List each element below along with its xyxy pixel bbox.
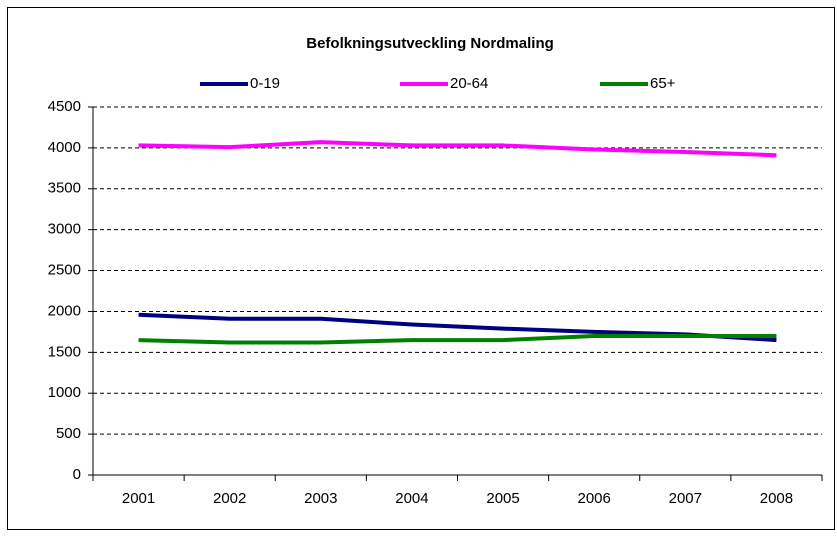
legend-label: 20-64 — [450, 75, 488, 92]
x-tick-label: 2001 — [122, 490, 155, 507]
series-line — [138, 312, 777, 343]
y-tick-label: 3000 — [48, 221, 81, 238]
y-tick-label: 4000 — [48, 139, 81, 156]
chart-title: Befolkningsutveckling Nordmaling — [306, 35, 554, 52]
y-tick-label: 3500 — [48, 180, 81, 197]
x-tick-label: 2005 — [486, 490, 519, 507]
x-tick-label: 2006 — [578, 490, 611, 507]
x-tick-label: 2007 — [669, 490, 702, 507]
x-tick-label: 2003 — [304, 490, 337, 507]
y-tick-label: 500 — [56, 425, 81, 442]
x-tick-label: 2002 — [213, 490, 246, 507]
x-tick-label: 2008 — [760, 490, 793, 507]
y-tick-label: 2500 — [48, 262, 81, 279]
legend-label: 65+ — [650, 75, 676, 92]
legend-label: 0-19 — [250, 75, 280, 92]
x-tick-label: 2004 — [395, 490, 428, 507]
y-tick-label: 1500 — [48, 343, 81, 360]
y-tick-label: 1000 — [48, 384, 81, 401]
chart-border — [7, 7, 835, 530]
y-tick-label: 2000 — [48, 302, 81, 319]
y-tick-label: 0 — [73, 466, 81, 483]
y-tick-label: 4500 — [48, 98, 81, 115]
series-line — [138, 333, 777, 345]
series-line — [138, 140, 777, 158]
